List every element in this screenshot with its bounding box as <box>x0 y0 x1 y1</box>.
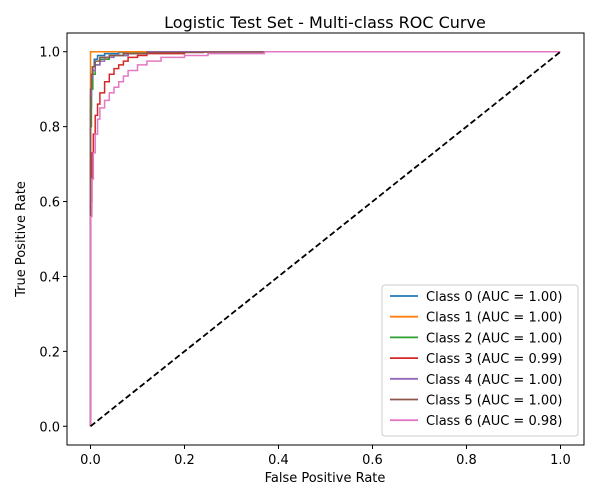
y-tick-label: 0.0 <box>39 420 60 435</box>
y-tick-label: 0.2 <box>39 345 60 360</box>
x-tick-label: 0.2 <box>174 453 195 468</box>
legend-label-class-0: Class 0 (AUC = 1.00) <box>426 290 562 305</box>
x-tick-label: 0.4 <box>268 453 289 468</box>
y-tick-label: 1.0 <box>39 46 60 61</box>
legend-label-class-3: Class 3 (AUC = 0.99) <box>426 352 562 367</box>
x-tick-label: 0.0 <box>80 453 101 468</box>
series-line-class-5 <box>89 50 561 427</box>
y-axis: 0.0 0.2 0.4 0.6 0.8 1.0 <box>39 46 67 435</box>
chart-title: Logistic Test Set - Multi-class ROC Curv… <box>164 13 486 32</box>
series-layer <box>89 50 562 427</box>
y-tick-label: 0.6 <box>39 196 60 211</box>
legend-label-class-6: Class 6 (AUC = 0.98) <box>426 414 562 429</box>
x-tick-label: 0.6 <box>362 453 383 468</box>
plot-frame <box>66 32 585 446</box>
legend-label-class-4: Class 4 (AUC = 1.00) <box>426 373 562 388</box>
x-axis-label: False Positive Rate <box>265 471 386 486</box>
legend-label-class-2: Class 2 (AUC = 1.00) <box>426 331 562 346</box>
x-tick-label: 0.8 <box>456 453 477 468</box>
series-line-class-3 <box>89 50 561 427</box>
x-axis: 0.0 0.2 0.4 0.6 0.8 1.0 <box>80 445 571 468</box>
y-tick-label: 0.4 <box>39 270 60 285</box>
y-tick-label: 0.8 <box>39 121 60 136</box>
reference-diagonal-line <box>89 51 562 427</box>
series-line-class-6 <box>89 50 561 427</box>
y-axis-label: True Positive Rate <box>14 181 29 298</box>
legend-box <box>381 284 579 437</box>
legend: Class 0 (AUC = 1.00) Class 1 (AUC = 1.00)… <box>381 284 579 437</box>
legend-label-class-5: Class 5 (AUC = 1.00) <box>426 394 562 409</box>
legend-label-class-1: Class 1 (AUC = 1.00) <box>426 311 562 326</box>
x-tick-label: 1.0 <box>550 453 571 468</box>
